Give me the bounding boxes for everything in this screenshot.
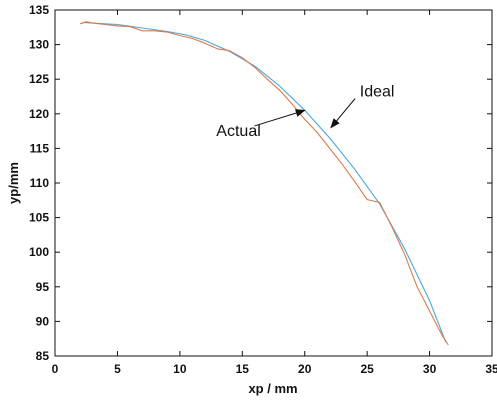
annotation-label-actual: Actual xyxy=(216,123,260,140)
y-tick-label: 135 xyxy=(29,3,49,17)
annotations: Ideal Actual xyxy=(216,84,394,140)
y-tick-label: 115 xyxy=(30,141,50,155)
y-tick-label: 85 xyxy=(36,349,50,363)
annotation-label-ideal: Ideal xyxy=(360,84,395,101)
y-tick-label: 110 xyxy=(30,176,50,190)
x-tick-label: 25 xyxy=(360,362,374,376)
y-axis-title: yp/mm xyxy=(6,162,21,204)
x-tick-label: 20 xyxy=(298,362,312,376)
annotation-arrow-actual xyxy=(254,109,306,127)
series-layer xyxy=(79,21,449,346)
y-tick-label: 125 xyxy=(29,72,49,86)
x-tick-label: 35 xyxy=(485,362,497,376)
series-line-actual xyxy=(79,21,449,346)
x-tick-label: 10 xyxy=(173,362,187,376)
y-tick-label: 130 xyxy=(29,38,49,52)
x-tick-label: 30 xyxy=(423,362,437,376)
x-tick-label: 15 xyxy=(236,362,250,376)
x-axis-title: xp / mm xyxy=(248,381,297,396)
axis-ticks: 0 5 10 15 20 25 30 35 85 90 95 100 105 110 115 120 125 13… xyxy=(29,3,497,376)
y-tick-label: 95 xyxy=(36,280,50,294)
x-tick-label: 0 xyxy=(52,362,59,376)
x-tick-label: 5 xyxy=(114,362,121,376)
y-tick-label: 100 xyxy=(29,245,49,259)
y-tick-label: 90 xyxy=(36,314,50,328)
y-tick-label: 120 xyxy=(29,107,49,121)
y-tick-label: 105 xyxy=(29,211,49,225)
annotation-arrow-ideal xyxy=(330,98,356,129)
plot-area xyxy=(54,9,493,357)
